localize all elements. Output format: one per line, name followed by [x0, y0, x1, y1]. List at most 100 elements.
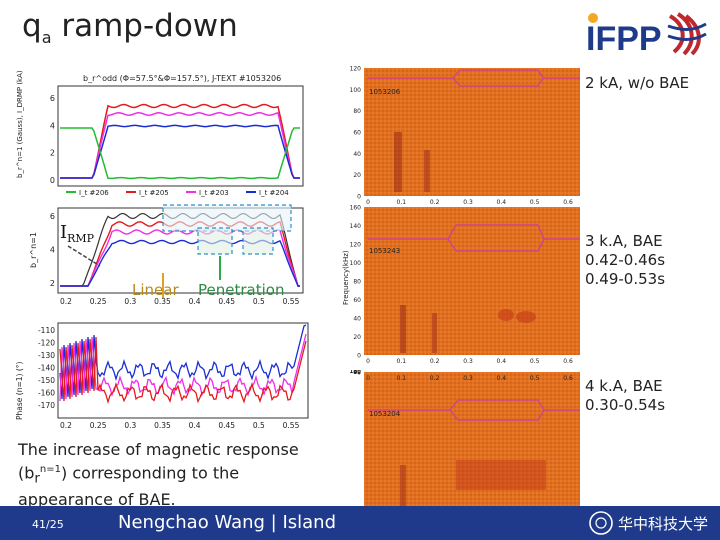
bae-label-2ka: 2 kA, w/o BAE	[585, 74, 720, 93]
xtick-label: 0.6	[563, 199, 573, 206]
bae-label-line: 2 kA, w/o BAE	[585, 74, 690, 92]
legend-label: I_t #203	[199, 189, 229, 197]
ytick-label: 20	[353, 334, 361, 341]
ytick-label: 0	[357, 194, 361, 201]
xtick-label: 0.5	[530, 199, 540, 206]
xtick-label: 0.2	[60, 297, 72, 306]
xtick-label: 0.3	[463, 199, 473, 206]
ytick-label: 0	[357, 370, 361, 377]
left-figure: b_r^odd (Φ=57.5°&Φ=157.5°), J-TEXT #1053…	[8, 68, 338, 428]
curve-blue	[60, 124, 300, 179]
xtick-label: 0.5	[530, 375, 540, 382]
title-q: q	[22, 8, 42, 44]
xtick-label: 0.4	[497, 358, 507, 365]
ytick-label: -170	[38, 401, 55, 410]
spectrogram-2-xticks: 0 0.1 0.2 0.3 0.4 0.5 0.6	[366, 358, 573, 365]
ytick-label: 40	[353, 370, 361, 376]
xtick-label: 0.2	[430, 199, 440, 206]
ytick-label: -140	[38, 364, 55, 373]
spectrogram-ylabel: Frequency(kHz)	[342, 250, 350, 305]
ytick-label: -130	[38, 351, 55, 360]
xtick-label: 0.5	[253, 297, 265, 306]
top-plot-legend: I_t #206 I_t #205 I_t #203 I_t #204	[66, 189, 289, 197]
bae-highlight-window-2	[242, 227, 274, 255]
ytick-label: -150	[38, 376, 55, 385]
ifpp-logo: IFPP	[586, 12, 707, 56]
top-plot-title: b_r^odd (Φ=57.5°&Φ=157.5°), J-TEXT #1053…	[83, 74, 281, 83]
penetration-label: Penetration	[198, 281, 284, 299]
bottom-plot-lines	[59, 324, 307, 405]
title-subscript: a	[41, 28, 52, 48]
xtick-label: 0.2	[430, 358, 440, 365]
university-logo: 华中科技大学	[589, 511, 708, 535]
legend-label: I_t #204	[259, 189, 289, 197]
xtick-label: 0.45	[218, 421, 235, 428]
xtick-label: 0.4	[497, 199, 507, 206]
ytick-label: -120	[38, 339, 55, 348]
ytick-label: 6	[50, 212, 55, 221]
spectrogram-2-yticks: 160 140 120 100 80 60 40 20 0	[350, 205, 362, 360]
ytick-label: 6	[50, 94, 55, 103]
ytick-label: 160	[350, 205, 362, 212]
ytick-label: 0	[357, 353, 361, 360]
bae-label-line: 0.42-0.46s	[585, 251, 666, 269]
ytick-label: 20	[353, 370, 361, 376]
ytick-label: 120	[350, 242, 362, 249]
bae-label-line: 0.30-0.54s	[585, 396, 666, 414]
curve-magenta	[60, 111, 300, 179]
xtick-label: 0.55	[283, 297, 300, 306]
bottom-plot-yticks: -110 -120 -130 -140 -150 -160 -170	[38, 326, 55, 410]
legend-label: I_t #205	[139, 189, 169, 197]
top-plot-frame	[57, 85, 304, 187]
university-seal-icon	[589, 511, 613, 535]
xtick-label: 0.4	[189, 297, 201, 306]
curve-red	[59, 336, 307, 405]
ytick-label: 2	[50, 149, 55, 158]
spectrogram-3-xticks: 0 0.1 0.2 0.3 0.4 0.5 0.6	[366, 375, 573, 382]
ytick-label: 120	[350, 370, 362, 375]
spectrogram-2-shot: 1053243	[369, 247, 400, 255]
xtick-label: 0.55	[283, 421, 300, 428]
ytick-label: 40	[353, 151, 361, 158]
xtick-label: 0.3	[463, 375, 473, 382]
ytick-label: 4	[50, 246, 55, 255]
xtick-label: 0.35	[154, 297, 171, 306]
bae-label-line: 4 k.A, BAE	[585, 377, 663, 395]
bae-highlight-wide	[162, 204, 292, 232]
bae-label-3ka: 3 k.A, BAE 0.42-0.46s 0.49-0.53s	[585, 232, 720, 289]
middle-plot-xticks: 0.2 0.25 0.3 0.35 0.4 0.45 0.5 0.55	[60, 297, 300, 306]
xtick-label: 0.2	[60, 421, 72, 428]
ytick-label: 120	[350, 66, 362, 73]
xtick-label: 0.1	[397, 199, 407, 206]
xtick-label: 0.2	[430, 375, 440, 382]
xtick-label: 0	[366, 375, 370, 382]
ytick-label: 80	[353, 279, 361, 286]
ytick-label: 60	[353, 297, 361, 304]
slide-title: qa ramp-down	[22, 8, 238, 47]
bottom-plot-frame	[57, 322, 309, 419]
spectrogram-1-yticks: 120 100 80 60 40 20 0	[350, 66, 362, 201]
bottom-plot-xticks: 0.2 0.25 0.3 0.35 0.4 0.45 0.5 0.55	[60, 421, 300, 428]
ytick-label: 20	[353, 172, 361, 179]
xtick-label: 0.4	[497, 375, 507, 382]
irmp-arrow	[67, 245, 101, 267]
bae-label-line: 0.49-0.53s	[585, 270, 666, 288]
linear-label: Linear	[132, 281, 179, 299]
legend-label: I_t #206	[79, 189, 109, 197]
spectrogram-1-shot: 1053206	[369, 88, 401, 96]
ytick-label: 60	[353, 130, 361, 137]
ytick-label: 100	[350, 260, 362, 267]
university-name: 华中科技大学	[618, 515, 708, 533]
ytick-label: -160	[38, 389, 55, 398]
ytick-label: 60	[353, 370, 361, 376]
ytick-label: 4	[50, 121, 55, 130]
xtick-label: 0.6	[563, 375, 573, 382]
ifpp-sun-icon	[588, 13, 598, 23]
bae-label-line: 3 k.A, BAE	[585, 232, 663, 250]
top-plot-ylabel: b_r^n=1 (Gauss), I_DRMP (kA)	[16, 70, 24, 178]
ytick-label: -110	[38, 326, 55, 335]
xtick-label: 0.3	[124, 297, 136, 306]
ytick-label: 100	[350, 87, 362, 94]
spectrogram-1053243: Frequency(kHz) 1053243 160 140 120 100 80 60 4…	[342, 205, 580, 365]
